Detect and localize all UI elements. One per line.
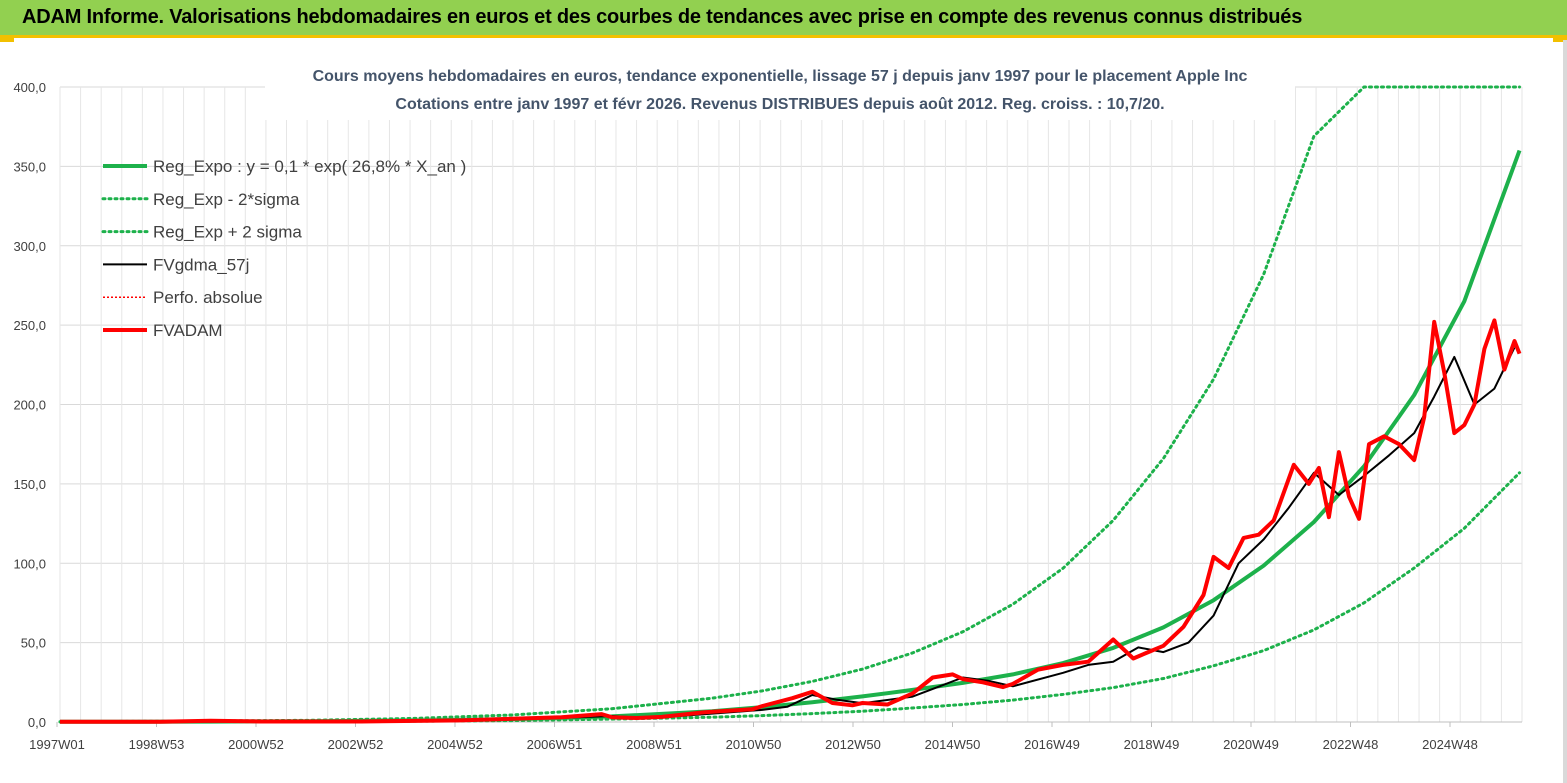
chart-svg: 0,0 50,0 100,0 150,0 200,0 250,0 300,0 350,0 400… xyxy=(13,60,1523,752)
report-title: ADAM Informe. Valorisations hebdomadaire… xyxy=(22,6,1303,28)
chart-area: 0,0 50,0 100,0 150,0 200,0 250,0 300,0 350,0 400… xyxy=(0,40,1567,783)
y-tick-label: 300,0 xyxy=(13,239,46,254)
legend: Reg_Expo : y = 0,1 * exp( 26,8% * X_an )… xyxy=(101,157,466,340)
y-tick-label: 50,0 xyxy=(21,636,46,651)
header-accent-left xyxy=(0,38,14,42)
legend-label: FVgdma_57j xyxy=(153,255,249,274)
y-tick-label: 250,0 xyxy=(13,318,46,333)
header-accent-right xyxy=(1553,38,1567,42)
x-tick-label: 1998W53 xyxy=(129,737,185,752)
x-tick-label: 2006W51 xyxy=(527,737,583,752)
y-tick-label: 150,0 xyxy=(13,477,46,492)
x-tick-label: 2010W50 xyxy=(726,737,782,752)
x-tick-label: 2008W51 xyxy=(626,737,682,752)
chart-title-line1: Cours moyens hebdomadaires en euros, ten… xyxy=(313,68,1248,85)
y-tick-label: 400,0 xyxy=(13,80,46,95)
series-line-2 xyxy=(58,85,1521,724)
right-frame-border xyxy=(1563,40,1567,783)
legend-label: Reg_Exp + 2 sigma xyxy=(153,223,302,242)
grid-layer xyxy=(59,86,1523,723)
series-layer xyxy=(58,85,1522,724)
x-tick-label: 2012W50 xyxy=(825,737,881,752)
y-tick-label: 350,0 xyxy=(13,159,46,174)
chart-title-block: Cours moyens hebdomadaires en euros, ten… xyxy=(265,60,1295,120)
x-tick-label: 2004W52 xyxy=(427,737,483,752)
x-tick-label: 2002W52 xyxy=(328,737,384,752)
x-tick-label: 2018W49 xyxy=(1124,737,1180,752)
title-backdrop xyxy=(265,60,1295,120)
x-tick-label: 2024W48 xyxy=(1422,737,1478,752)
axis-layer: 0,0 50,0 100,0 150,0 200,0 250,0 300,0 350,0 400… xyxy=(13,80,1522,752)
legend-label: Perfo. absolue xyxy=(153,288,263,307)
x-tick-label: 2014W50 xyxy=(925,737,981,752)
x-tick-label: 2000W52 xyxy=(228,737,284,752)
chart-title-line2: Cotations entre janv 1997 et févr 2026. … xyxy=(395,96,1164,113)
y-tick-label: 200,0 xyxy=(13,398,46,413)
legend-label: Reg_Expo : y = 0,1 * exp( 26,8% * X_an ) xyxy=(153,157,466,176)
x-tick-label: 2022W48 xyxy=(1323,737,1379,752)
report-header: ADAM Informe. Valorisations hebdomadaire… xyxy=(0,0,1567,38)
y-tick-label: 0,0 xyxy=(28,715,46,730)
series-line-5 xyxy=(59,318,1522,724)
series-line-1 xyxy=(58,471,1521,724)
series-line-3 xyxy=(59,346,1516,723)
x-tick-label: 2016W49 xyxy=(1024,737,1080,752)
x-tick-label: 2020W49 xyxy=(1223,737,1279,752)
legend-label: Reg_Exp - 2*sigma xyxy=(153,190,300,209)
x-tick-label: 1997W01 xyxy=(29,737,85,752)
y-tick-label: 100,0 xyxy=(13,556,46,571)
legend-label: FVADAM xyxy=(153,321,223,340)
